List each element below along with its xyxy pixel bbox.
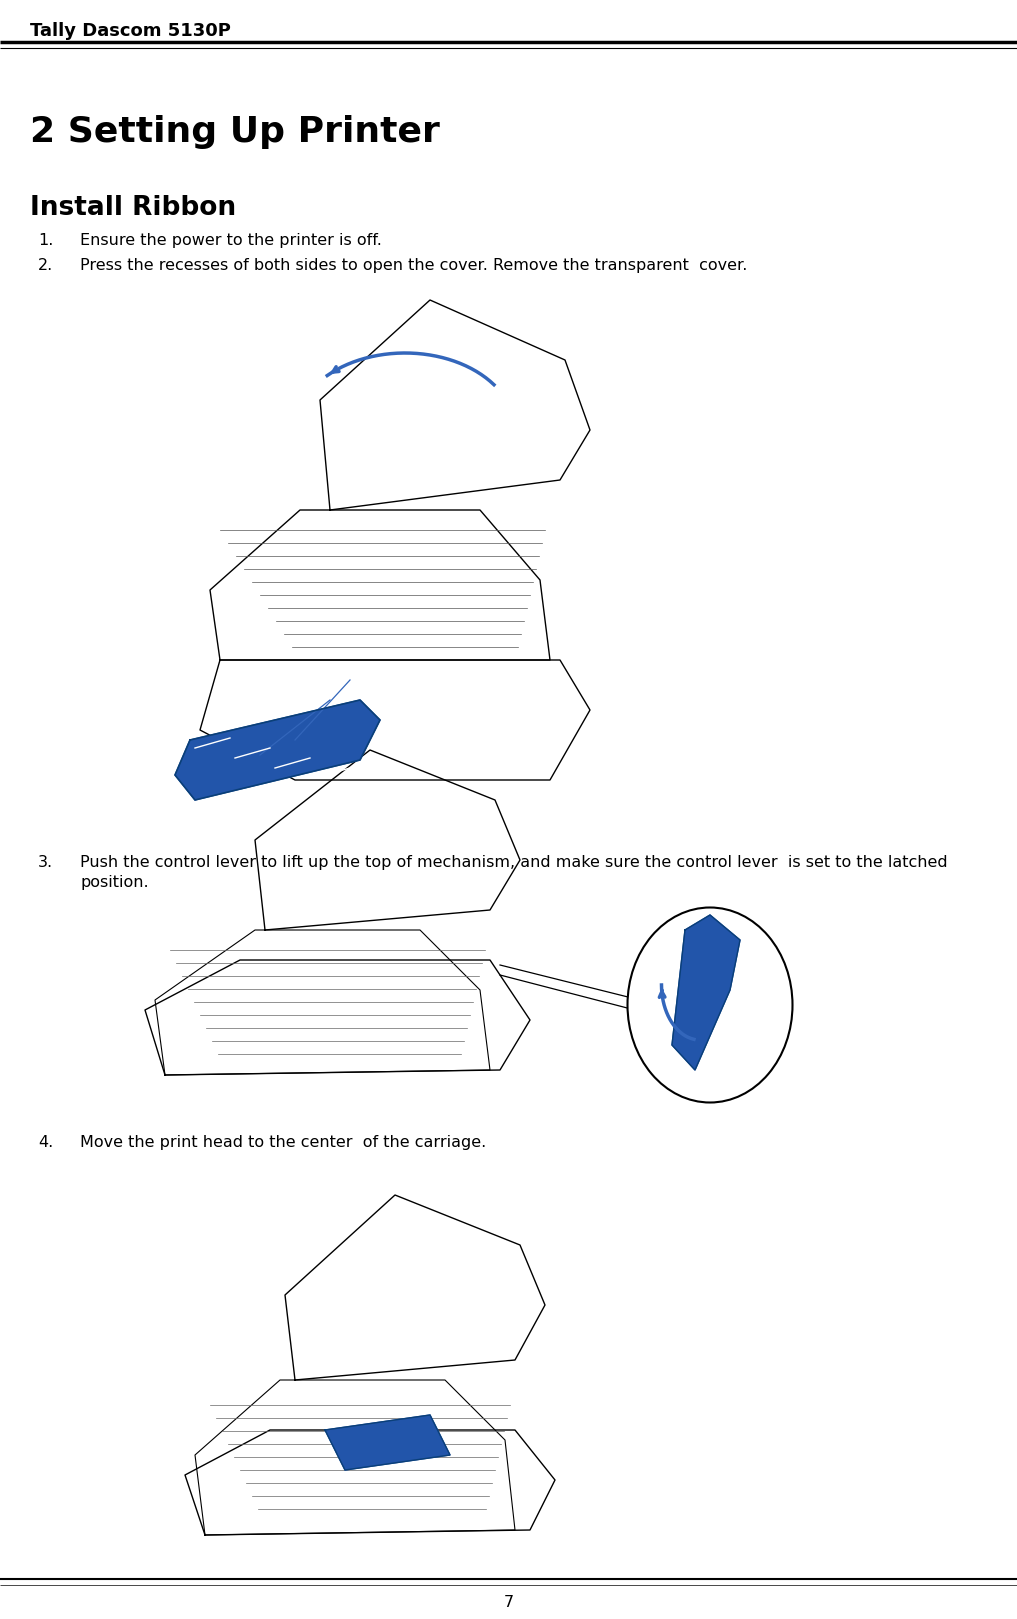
Text: Push the control lever to lift up the top of mechanism, and make sure the contro: Push the control lever to lift up the to…	[80, 855, 948, 869]
Polygon shape	[285, 1195, 545, 1379]
Text: 2.: 2.	[38, 257, 53, 274]
Text: 3.: 3.	[38, 855, 53, 869]
Polygon shape	[325, 1415, 450, 1470]
Polygon shape	[255, 750, 520, 929]
Polygon shape	[145, 960, 530, 1075]
Polygon shape	[672, 915, 740, 1070]
Polygon shape	[195, 1379, 515, 1535]
Polygon shape	[210, 510, 550, 661]
Polygon shape	[175, 699, 380, 800]
Text: Tally Dascom 5130P: Tally Dascom 5130P	[29, 23, 231, 40]
Polygon shape	[155, 929, 490, 1075]
Text: Ensure the power to the printer is off.: Ensure the power to the printer is off.	[80, 233, 381, 248]
Text: position.: position.	[80, 874, 148, 890]
Text: 2 Setting Up Printer: 2 Setting Up Printer	[29, 115, 440, 149]
Text: Press the recesses of both sides to open the cover. Remove the transparent  cove: Press the recesses of both sides to open…	[80, 257, 747, 274]
Text: 1.: 1.	[38, 233, 53, 248]
Text: 7: 7	[503, 1595, 514, 1609]
Polygon shape	[185, 1430, 555, 1535]
Text: Move the print head to the center  of the carriage.: Move the print head to the center of the…	[80, 1135, 486, 1149]
Ellipse shape	[627, 908, 792, 1103]
Polygon shape	[200, 661, 590, 780]
Text: Install Ribbon: Install Ribbon	[29, 194, 236, 222]
Text: 4.: 4.	[38, 1135, 53, 1149]
Polygon shape	[320, 300, 590, 510]
